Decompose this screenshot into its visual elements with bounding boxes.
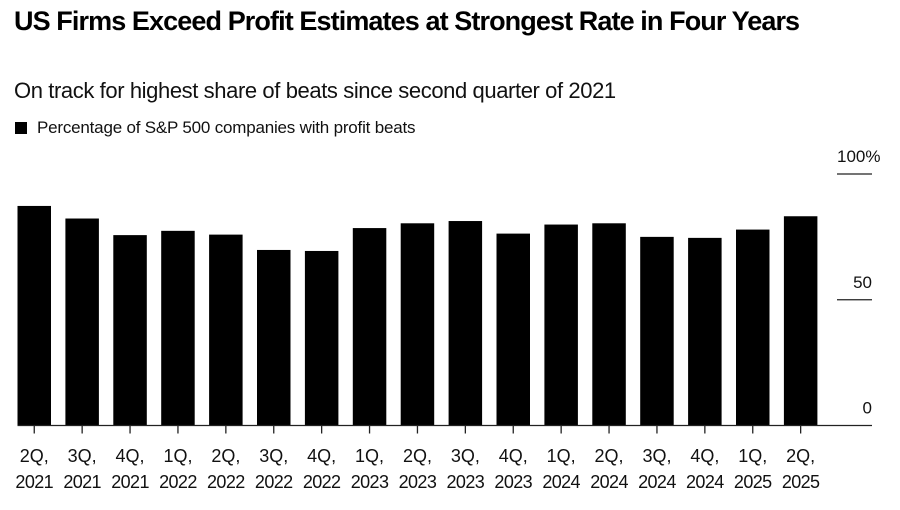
legend-swatch-square — [15, 122, 27, 134]
x-tick-label-year: 2024 — [590, 472, 628, 492]
x-tick-label-year: 2023 — [351, 472, 389, 492]
x-axis-labels: 2Q, 2021 3Q, 2021 4Q, 2021 1Q, 2022 2Q, 2022 3Q, 20… — [15, 446, 820, 492]
bar — [65, 218, 99, 426]
x-tick-label-year: 2022 — [207, 472, 245, 492]
x-tick-label-quarter: 2Q, — [595, 446, 624, 466]
x-tick-label-year: 2022 — [255, 472, 293, 492]
bar — [113, 235, 147, 426]
y-tick-label: 0 — [863, 399, 872, 418]
chart-subtitle: On track for highest share of beats sinc… — [14, 78, 616, 103]
x-tick-label-quarter: 2Q, — [786, 446, 815, 466]
bar — [592, 223, 626, 426]
x-tick-label-quarter: 1Q, — [163, 446, 192, 466]
x-tick-label-year: 2023 — [494, 472, 532, 492]
x-tick-label-quarter: 3Q, — [451, 446, 480, 466]
x-tick-label-year: 2022 — [303, 472, 341, 492]
chart-title: US Firms Exceed Profit Estimates at Stro… — [14, 6, 800, 36]
x-axis-ticks — [33, 425, 802, 434]
x-tick-label-year: 2024 — [638, 472, 676, 492]
x-tick-label-year: 2025 — [782, 472, 820, 492]
bar — [257, 249, 291, 426]
bar — [209, 234, 243, 426]
x-tick-label-quarter: 2Q, — [211, 446, 240, 466]
bar — [640, 236, 674, 426]
bar — [448, 221, 483, 426]
bar — [688, 237, 722, 426]
x-tick-label-quarter: 1Q, — [355, 446, 384, 466]
x-tick-label-quarter: 2Q, — [20, 446, 49, 466]
x-tick-label-year: 2022 — [159, 472, 197, 492]
bar — [17, 205, 51, 426]
x-tick-label-quarter: 4Q, — [116, 446, 145, 466]
bars — [17, 205, 818, 426]
bar — [352, 228, 387, 426]
legend: Percentage of S&P 500 companies with pro… — [15, 118, 415, 138]
bar — [304, 250, 339, 426]
x-tick-label-quarter: 4Q, — [499, 446, 528, 466]
x-tick-label-quarter: 1Q, — [738, 446, 767, 466]
x-tick-label-quarter: 3Q, — [68, 446, 97, 466]
x-tick-label-quarter: 1Q, — [547, 446, 576, 466]
x-tick-label-quarter: 2Q, — [403, 446, 432, 466]
y-tick-label: 50 — [853, 273, 872, 292]
x-tick-label-quarter: 4Q, — [307, 446, 336, 466]
x-tick-label-quarter: 3Q, — [259, 446, 288, 466]
x-tick-label-year: 2025 — [734, 472, 772, 492]
x-tick-label-quarter: 3Q, — [642, 446, 671, 466]
bar — [736, 229, 770, 426]
x-tick-label-year: 2024 — [686, 472, 724, 492]
bar — [400, 223, 435, 426]
x-tick-label-year: 2023 — [399, 472, 437, 492]
y-axis: 100% 50 0 — [837, 147, 880, 418]
x-tick-label-quarter: 4Q, — [690, 446, 719, 466]
x-tick-label-year: 2021 — [63, 472, 101, 492]
x-tick-label-year: 2023 — [447, 472, 485, 492]
legend-label: Percentage of S&P 500 companies with pro… — [37, 118, 416, 137]
y-tick-label: 100% — [837, 147, 880, 166]
bar — [544, 224, 578, 426]
bar — [161, 230, 195, 426]
x-tick-label-year: 2024 — [542, 472, 580, 492]
x-tick-label-year: 2021 — [111, 472, 149, 492]
bar — [496, 233, 530, 426]
bar — [783, 216, 818, 426]
x-tick-label-year: 2021 — [15, 472, 53, 492]
